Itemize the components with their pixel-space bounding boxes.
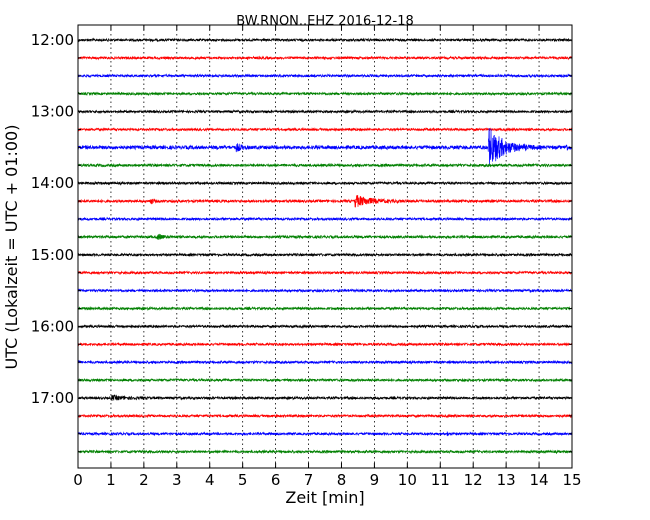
trace-1700: [77, 393, 573, 401]
y-tick-label-5: 17:00: [31, 389, 74, 407]
x-tick-label-5: 5: [238, 471, 248, 489]
x-tick-label-10: 10: [398, 471, 417, 489]
x-tick-label-12: 12: [464, 471, 483, 489]
plot-frame: [77, 24, 573, 469]
x-axis-label: Zeit [min]: [285, 488, 364, 507]
trace-1645: [77, 377, 573, 383]
trace-1300: [77, 109, 573, 115]
y-tick-label-1: 13:00: [31, 103, 74, 121]
x-tick-label-0: 0: [73, 471, 83, 489]
trace-1615: [77, 341, 573, 347]
trace-1545: [77, 305, 573, 312]
y-tick-label-0: 12:00: [31, 31, 74, 49]
x-tick-label-8: 8: [337, 471, 347, 489]
trace-1215: [77, 55, 573, 61]
x-tick-label-9: 9: [370, 471, 380, 489]
x-tick-label-1: 1: [106, 471, 116, 489]
chart-title: BW.RNON..EHZ 2016-12-18: [236, 14, 414, 29]
x-tick-label-11: 11: [431, 471, 450, 489]
x-tick-label-4: 4: [205, 471, 215, 489]
y-tick-label-4: 16:00: [31, 317, 74, 335]
trace-1715: [77, 413, 573, 419]
trace-1245: [77, 91, 573, 97]
trace-1730: [77, 431, 573, 437]
trace-1530: [77, 288, 573, 294]
x-tick-label-13: 13: [497, 471, 516, 489]
trace-1345: [77, 162, 572, 168]
grid-lines: [110, 25, 540, 468]
trace-1630: [77, 359, 573, 365]
x-tick-label-14: 14: [530, 471, 549, 489]
trace-1415: [77, 194, 573, 208]
trace-1600: [77, 323, 573, 329]
trace-1500: [77, 252, 573, 258]
x-tick-label-2: 2: [139, 471, 149, 489]
x-tick-label-6: 6: [271, 471, 281, 489]
y-axis-label: UTC (Lokalzeit = UTC + 01:00): [2, 125, 21, 370]
x-tick-label-15: 15: [562, 471, 581, 489]
axis-ticks: 0 1 2 3 4 5 6 7 8 9 10 11 12 13 14 1512:0013:0014:0015:…: [31, 25, 582, 489]
trace-1400: [77, 180, 573, 186]
trace-1430: [77, 216, 573, 222]
trace-1445: [77, 233, 573, 240]
seismic-traces: [77, 37, 573, 455]
trace-1515: [77, 270, 573, 276]
trace-1315: [77, 127, 573, 132]
y-tick-label-3: 15:00: [31, 246, 74, 264]
trace-1200: [77, 37, 573, 43]
trace-1330: [77, 128, 573, 165]
y-tick-label-2: 14:00: [31, 174, 74, 192]
x-tick-label-7: 7: [304, 471, 314, 489]
trace-1230: [77, 73, 573, 79]
trace-1745: [77, 449, 573, 455]
x-tick-label-3: 3: [172, 471, 182, 489]
